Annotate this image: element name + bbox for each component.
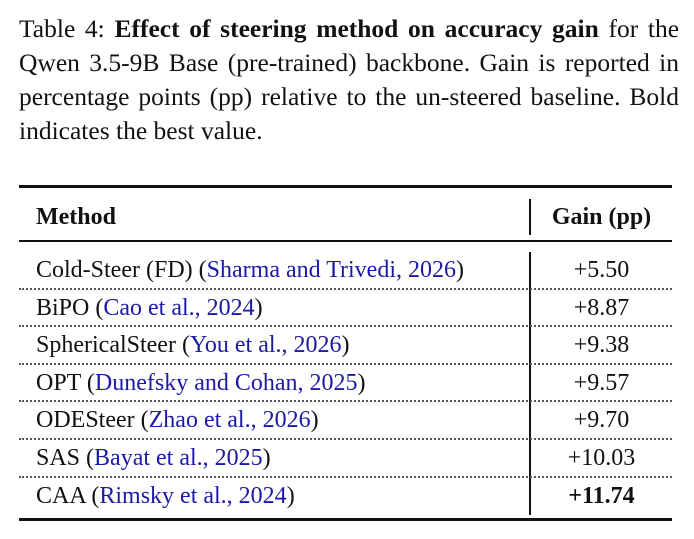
method-name: BiPO [36,294,90,321]
method-name: SphericalSteer [36,332,176,359]
gain-cell: +10.03 [567,444,636,471]
citation-link[interactable]: Sharma and Trivedi, 2026 [206,257,456,283]
method-cell: OPT (Dunefsky and Cohan, 2025) [36,369,366,396]
citation-link[interactable]: You et al., 2026 [189,332,342,359]
method-cell: ODESteer (Zhao et al., 2026) [36,407,319,434]
caption-title: Effect of steering method on accuracy ga… [114,14,599,43]
method-cell: Cold-Steer (FD) (Sharma and Trivedi, 202… [36,257,464,283]
method-name: CAA [36,482,86,509]
table-row: Cold-Steer (FD) (Sharma and Trivedi, 202… [19,252,672,290]
table-body: Cold-Steer (FD) (Sharma and Trivedi, 202… [19,252,672,515]
citation-link[interactable]: Cao et al., 2024 [103,294,255,321]
method-cell: BiPO (Cao et al., 2024) [36,294,263,321]
table-row: SAS (Bayat et al., 2025) +10.03 [19,440,672,478]
method-cell: CAA (Rimsky et al., 2024) [36,482,295,509]
caption-label: Table 4: [19,14,105,43]
table-row: BiPO (Cao et al., 2024) +8.87 [19,290,672,328]
column-header-gain: Gain (pp) [551,204,652,230]
citation-link[interactable]: Bayat et al., 2025 [94,444,263,471]
table-header-rule [19,240,672,242]
table-row: OPT (Dunefsky and Cohan, 2025) +9.57 [19,365,672,403]
method-name: SAS [36,444,81,471]
column-divider-header [529,199,531,235]
column-header-method: Method [36,204,116,230]
table-row: CAA (Rimsky et al., 2024) +11.74 [19,478,672,516]
table-top-rule [19,185,672,188]
gain-cell: +5.50 [573,257,630,283]
table-row: SphericalSteer (You et al., 2026) +9.38 [19,327,672,365]
citation-link[interactable]: Rimsky et al., 2024 [99,482,287,509]
method-name: Cold-Steer (FD) [36,257,193,283]
table-row: ODESteer (Zhao et al., 2026) +9.70 [19,402,672,440]
table-caption: Table 4: Effect of steering method on ac… [19,12,679,148]
method-cell: SphericalSteer (You et al., 2026) [36,332,350,359]
citation-link[interactable]: Zhao et al., 2026 [148,407,311,434]
citation-link[interactable]: Dunefsky and Cohan, 2025 [94,369,358,396]
gain-cell: +9.70 [573,407,630,434]
caption-body: for the Qwen 3.5-9B Base (pre-trained) b… [19,14,680,145]
gain-cell: +8.87 [573,294,630,321]
column-divider-body [529,252,531,515]
method-name: OPT [36,369,81,396]
gain-cell: +9.57 [573,369,630,396]
method-cell: SAS (Bayat et al., 2025) [36,444,271,471]
method-name: ODESteer [36,407,135,434]
gain-cell: +9.38 [573,332,630,359]
table-bottom-rule [19,518,672,521]
gain-cell-best: +11.74 [568,482,635,509]
